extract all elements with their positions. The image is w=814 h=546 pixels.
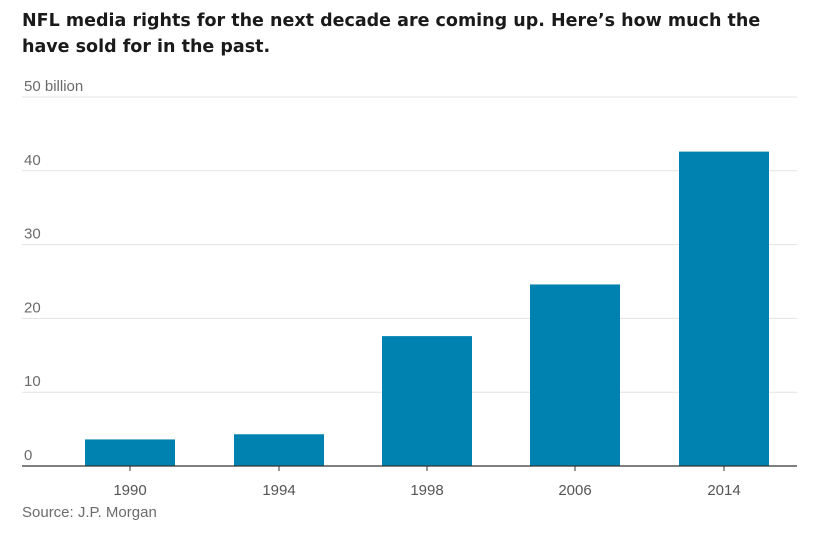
bar-1998 xyxy=(382,336,472,466)
x-tick-label-1990: 1990 xyxy=(113,482,146,499)
y-tick-label-30: 30 xyxy=(24,226,41,243)
y-tick-label-40: 40 xyxy=(24,152,41,169)
x-tick-label-2006: 2006 xyxy=(558,482,591,499)
source-note: Source: J.P. Morgan xyxy=(22,504,157,521)
x-axis: 1990 1994 1998 2006 2014 xyxy=(22,465,797,499)
chart-title: NFL media rights for the next decade are… xyxy=(22,11,761,57)
x-tick-label-1998: 1998 xyxy=(410,482,443,499)
bar-1994 xyxy=(234,434,324,466)
y-tick-label-20: 20 xyxy=(24,299,41,316)
x-tick-label-2014: 2014 xyxy=(707,482,740,499)
y-tick-label-10: 10 xyxy=(24,373,41,390)
bar-1990 xyxy=(85,439,175,466)
bar-2006 xyxy=(530,284,620,466)
bar-2014 xyxy=(679,151,769,466)
y-tick-label-0: 0 xyxy=(24,447,32,464)
x-tick-label-1994: 1994 xyxy=(262,482,295,499)
bars xyxy=(85,151,769,466)
y-tick-label-50: 50 billion xyxy=(24,78,83,95)
gridlines: 0 10 20 30 40 50 billion xyxy=(22,78,797,464)
